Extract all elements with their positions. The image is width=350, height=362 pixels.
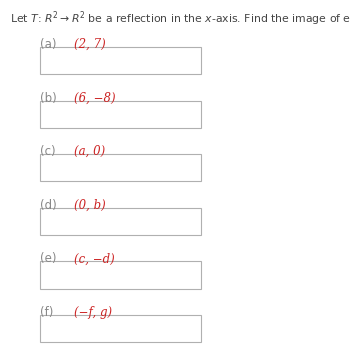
Text: (d): (d)	[40, 199, 57, 212]
Bar	[40, 154, 201, 181]
Bar	[40, 315, 201, 342]
Text: (a, 0): (a, 0)	[74, 145, 105, 158]
Text: (b): (b)	[40, 92, 57, 105]
Text: (−f, g): (−f, g)	[74, 306, 112, 319]
Text: (6, −8): (6, −8)	[74, 92, 115, 105]
Text: (0, b): (0, b)	[74, 199, 105, 212]
Text: (2, 7): (2, 7)	[74, 38, 105, 51]
Text: (a): (a)	[40, 38, 57, 51]
Text: Let $T$: $R^2 \rightarrow R^2$ be a reflection in the $x$-axis. Find the image o: Let $T$: $R^2 \rightarrow R^2$ be a refl…	[10, 9, 350, 28]
Text: (e): (e)	[40, 252, 57, 265]
Text: (c, −d): (c, −d)	[74, 252, 114, 265]
Bar	[40, 261, 201, 289]
Bar	[40, 47, 201, 74]
Text: (c): (c)	[40, 145, 56, 158]
Bar	[40, 101, 201, 128]
Text: (f): (f)	[40, 306, 54, 319]
Bar	[40, 208, 201, 235]
